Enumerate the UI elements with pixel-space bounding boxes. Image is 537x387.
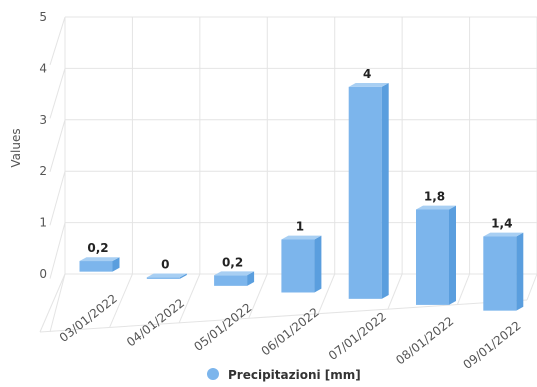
gridline-side [49,171,66,226]
bar-top [79,257,120,262]
x-tick-label: 08/01/2022 [393,314,456,368]
bar-top [416,205,456,210]
bar-front [146,277,180,279]
bar[interactable] [214,271,255,286]
data-label: 1,4 [491,216,512,230]
bar-top [214,271,255,276]
bar-side [449,205,456,305]
bar-front [79,261,113,272]
data-label: 0,2 [87,241,108,255]
data-label: 4 [363,67,371,81]
data-label: 0,2 [222,255,243,269]
gridline-side [49,273,66,333]
x-tick-label: 09/01/2022 [461,318,524,372]
floor-line [317,273,336,314]
bar-top [483,232,524,237]
floor-line [387,273,403,310]
bar-top [348,83,389,87]
bar-top [146,273,187,278]
y-tick-label: 2 [39,164,47,178]
gridline-side [49,68,66,119]
bar[interactable] [281,235,322,293]
bar-side [381,83,389,299]
x-tick-label: 03/01/2022 [57,291,120,345]
data-label: 1,8 [424,190,445,204]
y-tick-label: 1 [39,216,47,230]
grid [39,16,537,333]
floor-line [248,273,268,319]
data-label: 0 [161,257,169,271]
bar-top [281,235,322,240]
data-labels: 0,2 0 0,2 1 4 1,8 1,4 [87,67,512,272]
floor-line [39,273,66,333]
y-tick-label: 5 [39,10,47,24]
floor-edge [39,299,528,333]
bar[interactable] [146,273,187,279]
bar[interactable] [416,205,456,305]
bar-front [214,275,248,286]
bar-side [314,235,322,293]
x-axis: 03/01/2022 04/01/2022 05/01/2022 06/01/2022… [57,291,524,372]
legend-label[interactable]: Precipitazioni [mm] [228,368,361,382]
plot-area [79,83,524,311]
floor-line [526,273,537,301]
gridline-side [49,119,66,172]
bar-side [247,271,255,286]
bar-front [416,209,449,305]
bar[interactable] [483,232,524,311]
y-axis-title: Values [9,128,23,167]
gridline-side [49,222,66,279]
bar[interactable] [348,83,389,299]
gridline-side [49,16,66,66]
legend-marker [207,368,219,380]
x-tick-label: 07/01/2022 [326,309,389,363]
y-tick-label: 0 [39,267,47,281]
bar-side [112,257,120,272]
x-tick-label: 05/01/2022 [191,300,254,354]
y-axis: 0 1 2 3 4 5 [39,10,47,281]
x-tick-label: 06/01/2022 [259,305,322,359]
floor-line [456,273,471,305]
bar-side [516,232,524,311]
bar[interactable] [79,257,120,272]
floor-line [109,273,133,328]
bar-side [179,273,187,279]
bar-front [281,239,315,293]
y-tick-label: 4 [39,61,47,75]
bar-front [483,236,517,311]
y-tick-label: 3 [39,113,47,127]
floor-line [178,273,201,324]
data-label: 1 [296,220,304,234]
bar-front [348,86,382,299]
legend[interactable]: Precipitazioni [mm] [207,368,361,382]
